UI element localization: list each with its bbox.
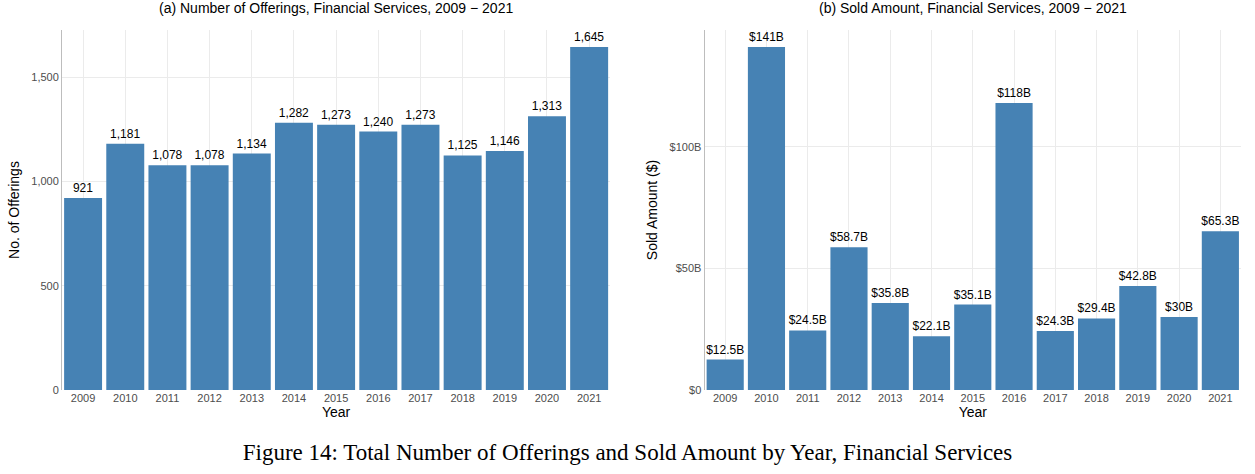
svg-text:2021: 2021 (1208, 392, 1232, 404)
svg-text:$0: $0 (689, 384, 701, 396)
svg-text:2015: 2015 (961, 392, 985, 404)
svg-text:1,282: 1,282 (279, 106, 309, 120)
svg-text:$100B: $100B (670, 141, 702, 153)
svg-text:2012: 2012 (837, 392, 861, 404)
svg-text:$24.3B: $24.3B (1036, 314, 1074, 328)
svg-text:2009: 2009 (71, 392, 95, 404)
svg-text:2009: 2009 (713, 392, 737, 404)
svg-text:$42.8B: $42.8B (1119, 269, 1157, 283)
svg-text:2018: 2018 (450, 392, 474, 404)
svg-text:921: 921 (73, 181, 93, 195)
svg-text:2019: 2019 (493, 392, 517, 404)
svg-text:Sold Amount ($): Sold Amount ($) (644, 160, 660, 260)
svg-text:1,313: 1,313 (532, 99, 562, 113)
svg-text:2017: 2017 (408, 392, 432, 404)
svg-text:1,146: 1,146 (490, 134, 520, 148)
svg-text:$29.4B: $29.4B (1078, 301, 1116, 315)
svg-text:2011: 2011 (156, 392, 180, 404)
svg-text:1,240: 1,240 (363, 115, 393, 129)
svg-text:1,125: 1,125 (447, 138, 477, 152)
svg-text:$12.5B: $12.5B (706, 343, 744, 357)
svg-text:2013: 2013 (240, 392, 264, 404)
svg-text:No. of Offerings: No. of Offerings (6, 161, 22, 259)
svg-text:1,181: 1,181 (110, 127, 140, 141)
svg-text:2010: 2010 (113, 392, 137, 404)
svg-text:1,078: 1,078 (194, 148, 224, 162)
svg-text:$50B: $50B (676, 262, 702, 274)
svg-text:0: 0 (53, 384, 59, 396)
svg-text:2014: 2014 (919, 392, 943, 404)
svg-text:1,273: 1,273 (321, 108, 351, 122)
svg-text:1,078: 1,078 (152, 148, 182, 162)
svg-text:2017: 2017 (1043, 392, 1067, 404)
svg-text:$65.3B: $65.3B (1201, 214, 1239, 228)
svg-text:2018: 2018 (1084, 392, 1108, 404)
svg-text:Year: Year (959, 404, 988, 420)
svg-text:(b) Sold Amount, Financial Ser: (b) Sold Amount, Financial Services, 200… (819, 0, 1127, 16)
svg-text:$24.5B: $24.5B (789, 313, 827, 327)
svg-text:1,134: 1,134 (237, 137, 267, 151)
svg-text:1,500: 1,500 (31, 71, 59, 83)
svg-text:1,000: 1,000 (31, 175, 59, 187)
svg-text:2011: 2011 (796, 392, 820, 404)
svg-text:$30B: $30B (1165, 300, 1193, 314)
svg-text:$35.1B: $35.1B (954, 288, 992, 302)
svg-text:$35.8B: $35.8B (871, 286, 909, 300)
svg-text:2012: 2012 (197, 392, 221, 404)
svg-text:2016: 2016 (1002, 392, 1026, 404)
svg-text:2010: 2010 (754, 392, 778, 404)
svg-text:2021: 2021 (577, 392, 601, 404)
svg-text:2016: 2016 (366, 392, 390, 404)
svg-text:$22.1B: $22.1B (912, 319, 950, 333)
svg-text:2019: 2019 (1126, 392, 1150, 404)
svg-text:2013: 2013 (878, 392, 902, 404)
svg-text:2015: 2015 (324, 392, 348, 404)
svg-text:2020: 2020 (535, 392, 559, 404)
svg-text:500: 500 (40, 280, 58, 292)
svg-text:2020: 2020 (1167, 392, 1191, 404)
svg-text:$58.7B: $58.7B (830, 230, 868, 244)
svg-text:(a) Number of Offerings, Finan: (a) Number of Offerings, Financial Servi… (159, 0, 513, 16)
svg-text:$118B: $118B (997, 86, 1031, 100)
html-text:Figure 14: Total Number of Off: Figure 14: Total Number of Offerings and… (242, 440, 1013, 465)
svg-text:Year: Year (322, 404, 351, 420)
svg-text:1,645: 1,645 (574, 30, 604, 44)
svg-text:$141B: $141B (749, 30, 784, 44)
svg-text:1,273: 1,273 (405, 108, 435, 122)
svg-text:2014: 2014 (282, 392, 306, 404)
